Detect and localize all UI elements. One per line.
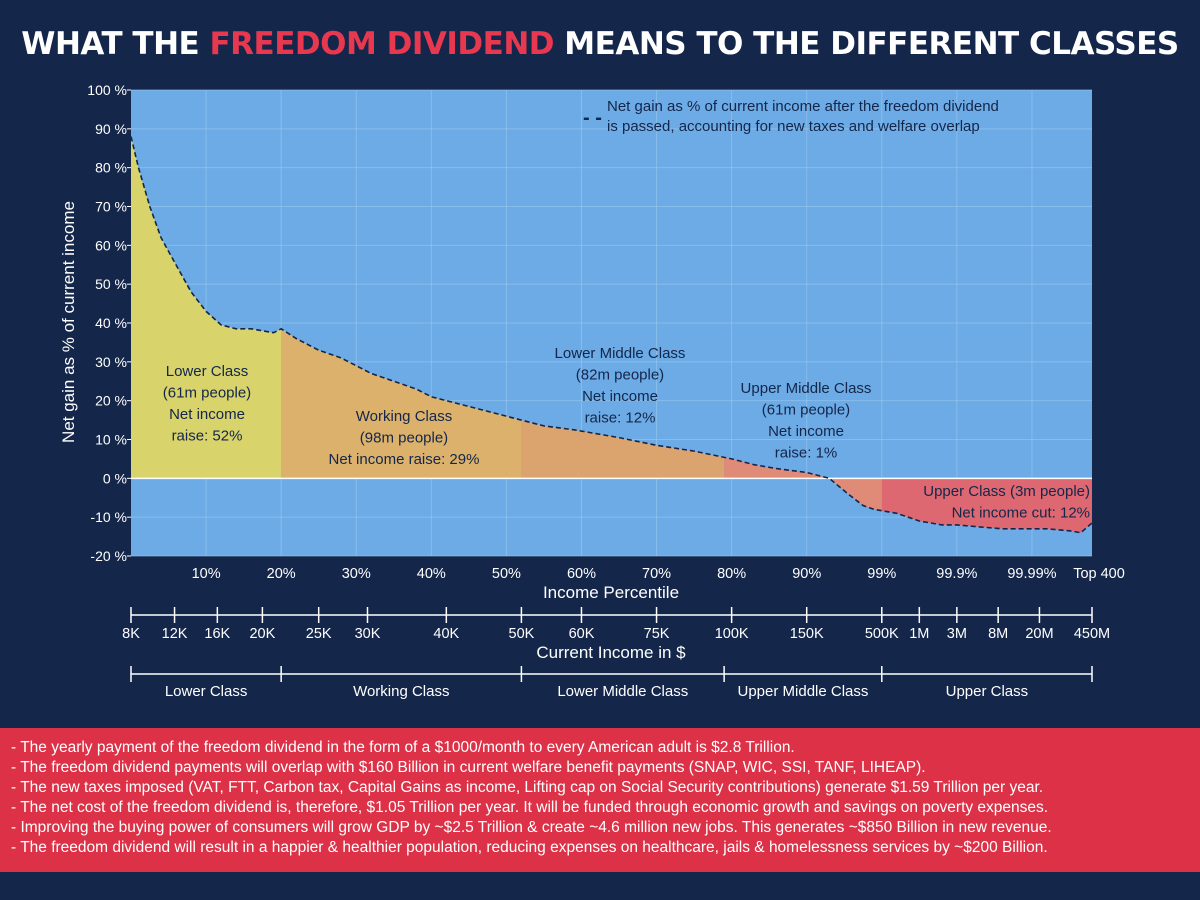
note-item: - The yearly payment of the freedom divi…: [11, 739, 795, 756]
annotation-line: raise: 52%: [172, 428, 243, 445]
x-tick-label: 50%: [492, 566, 521, 582]
income-tick-label: 450M: [1074, 626, 1110, 642]
class-axis-label: Lower Middle Class: [557, 683, 688, 700]
class-fill-areas: [131, 136, 1092, 533]
net-gain-line: [130, 136, 1093, 534]
y-tick-label: 30 %: [95, 354, 127, 370]
y-tick-label: 0 %: [103, 470, 127, 486]
class-area-working-class: [281, 328, 522, 479]
annotation-line: raise: 1%: [775, 445, 838, 462]
annotation-line: (61m people): [762, 402, 850, 419]
annotation-line: (61m people): [163, 385, 251, 402]
class-area-lower-class: [131, 136, 282, 479]
income-tick-label: 16K: [204, 626, 230, 642]
class-axis-label: Upper Middle Class: [738, 683, 869, 700]
x-tick-label: 99.99%: [1007, 566, 1056, 582]
income-tick-label: 40K: [433, 626, 459, 642]
income-tick-label: 25K: [306, 626, 332, 642]
x-tick-label: 80%: [717, 566, 746, 582]
note-item: - The freedom dividend payments will ove…: [11, 759, 926, 776]
class-area-upper-middle-class: [724, 457, 882, 511]
annotation-line: Net income: [169, 406, 245, 423]
annotation-line: Net income cut: 12%: [952, 505, 1090, 522]
income-tick-label: 30K: [355, 626, 381, 642]
legend: - - Net gain as % of current income afte…: [583, 98, 999, 135]
annotation-line: Upper Middle Class: [741, 380, 872, 397]
legend-dash-marker: - -: [583, 107, 602, 129]
annotation-line: (82m people): [576, 367, 664, 384]
annotation-line: Lower Middle Class: [555, 345, 686, 362]
x-tick-label: 40%: [417, 566, 446, 582]
class-area-lower-middle-class: [521, 420, 725, 479]
y-tick-label: 60 %: [95, 237, 127, 253]
class-axis-label: Working Class: [353, 683, 449, 700]
class-axis: Lower Class Working Class Lower Middle Cla…: [130, 666, 1093, 700]
income-tick-label: 100K: [715, 626, 749, 642]
title-part-2: MEANS TO THE DIFFERENT CLASSES: [554, 26, 1179, 62]
x-tick-label: 70%: [642, 566, 671, 582]
annotation-line: Lower Class: [166, 363, 249, 380]
class-annotations: Lower Class (61m people) Net income raise: …: [163, 345, 1090, 522]
annotation-line: Net income raise: 29%: [329, 451, 480, 468]
x-tick-label: Top 400: [1073, 566, 1125, 582]
class-axis-label: Lower Class: [165, 683, 248, 700]
y-axis-label: Net gain as % of current income: [59, 201, 78, 443]
x-tick-label: 20%: [267, 566, 296, 582]
y-tick-label: 40 %: [95, 315, 127, 331]
y-tick-label: 50 %: [95, 276, 127, 292]
y-tick-label: 70 %: [95, 199, 127, 215]
legend-line-1: Net gain as % of current income after th…: [607, 98, 999, 115]
income-axis-label: Current Income in $: [536, 643, 686, 662]
annotation-line: Net income: [768, 423, 844, 440]
income-tick-label: 50K: [509, 626, 535, 642]
class-axis-label: Upper Class: [946, 683, 1029, 700]
x-tick-label: 99%: [867, 566, 896, 582]
annotation-line: Net income: [582, 388, 658, 405]
freedom-dividend-chart: Lower Class (61m people) Net income raise: …: [59, 82, 1125, 700]
income-tick-label: 60K: [569, 626, 595, 642]
annotation-line: Working Class: [356, 408, 452, 425]
note-item: - The freedom dividend will result in a …: [11, 839, 1048, 856]
income-tick-label: 75K: [644, 626, 670, 642]
x-axis-ticks: 10% 20% 30% 40% 50% 60% 70% 80% 90% 99% 99.9% 99.99…: [192, 566, 1125, 582]
annotation-line: (98m people): [360, 430, 448, 447]
income-tick-label: 1M: [909, 626, 929, 642]
income-tick-label: 500K: [865, 626, 899, 642]
y-axis-ticks: 100 % 90 % 80 % 70 % 60 % 50 % 40 % 30 % 20 % 10 …: [87, 82, 131, 564]
title-highlight: FREEDOM DIVIDEND: [209, 26, 555, 62]
x-tick-label: 60%: [567, 566, 596, 582]
y-tick-label: 10 %: [95, 432, 127, 448]
x-tick-label: 30%: [342, 566, 371, 582]
y-tick-label: 100 %: [87, 82, 127, 98]
x-tick-label: 90%: [792, 566, 821, 582]
class-area-upper-class: [881, 478, 1092, 533]
y-tick-label: -20 %: [90, 548, 127, 564]
note-item: - Improving the buying power of consumer…: [11, 819, 1052, 836]
note-item: - The net cost of the freedom dividend i…: [11, 799, 1049, 816]
note-item: - The new taxes imposed (VAT, FTT, Carbo…: [11, 779, 1044, 796]
page-title: WHAT THE FREEDOM DIVIDEND MEANS TO THE D…: [0, 26, 1200, 62]
x-tick-label: 10%: [192, 566, 221, 582]
y-tick-label: 20 %: [95, 393, 127, 409]
income-axis: 8K 12K 16K 20K 25K 30K 40K 50K 60K 75K 100K 150K 500…: [122, 607, 1110, 642]
income-tick-label: 150K: [790, 626, 824, 642]
legend-line-2: is passed, accounting for new taxes and …: [607, 118, 980, 135]
title-part-1: WHAT THE: [21, 26, 210, 62]
income-tick-label: 8K: [122, 626, 140, 642]
y-tick-label: -10 %: [90, 509, 127, 525]
income-tick-label: 8M: [988, 626, 1008, 642]
annotation-line: Upper Class (3m people): [923, 483, 1090, 500]
x-axis-label: Income Percentile: [543, 583, 679, 602]
y-tick-label: 80 %: [95, 160, 127, 176]
x-tick-label: 99.9%: [936, 566, 977, 582]
income-tick-label: 3M: [947, 626, 967, 642]
annotation-line: raise: 12%: [585, 410, 656, 427]
income-tick-label: 20K: [249, 626, 275, 642]
notes-box: - The yearly payment of the freedom divi…: [0, 728, 1200, 872]
income-tick-label: 20M: [1025, 626, 1053, 642]
y-tick-label: 90 %: [95, 121, 127, 137]
income-tick-label: 12K: [162, 626, 188, 642]
